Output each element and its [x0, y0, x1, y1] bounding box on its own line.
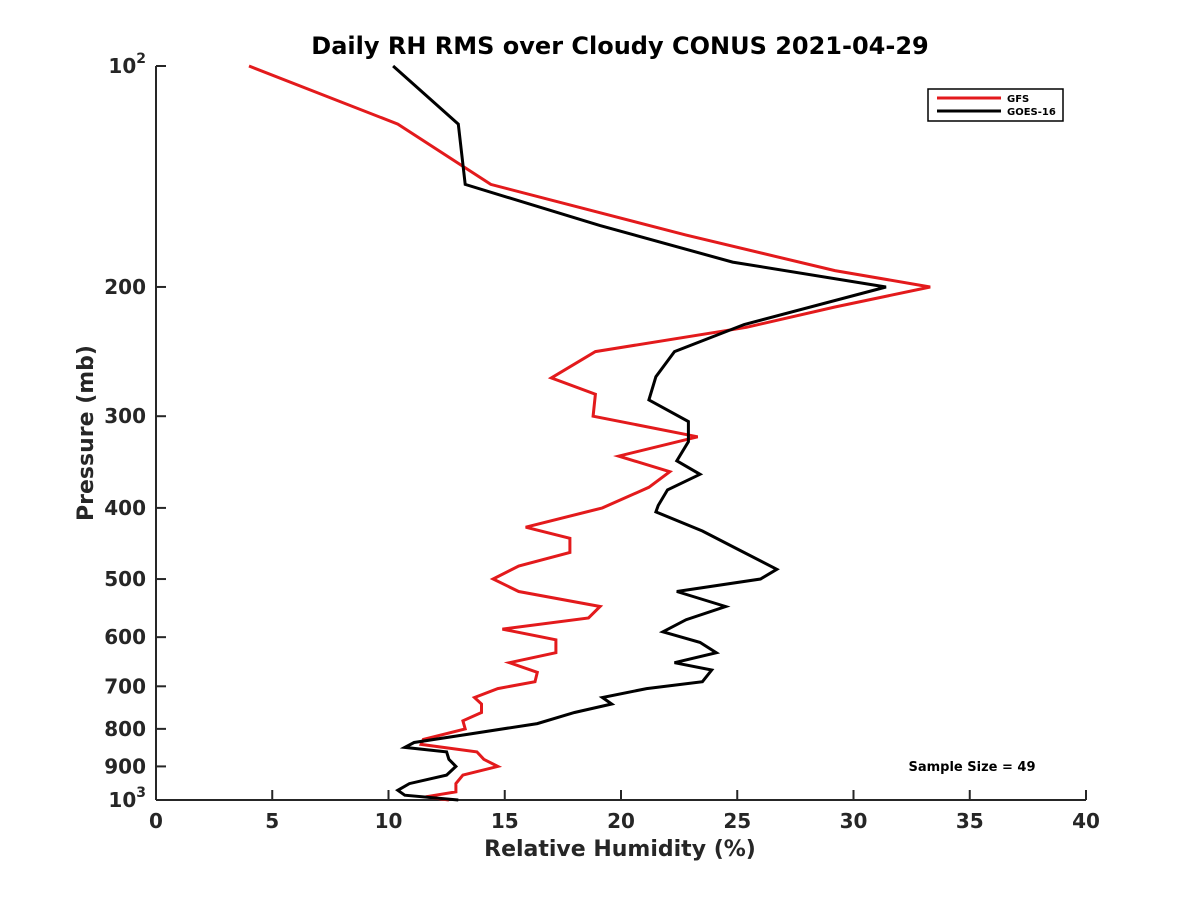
x-tick-label: 20: [607, 809, 635, 833]
legend: GFS GOES-16: [927, 88, 1064, 122]
x-tick-label: 40: [1072, 809, 1100, 833]
y-tick-label: 500: [104, 567, 146, 591]
legend-label: GOES-16: [1007, 107, 1056, 118]
x-tick-label: 15: [491, 809, 519, 833]
y-tick-label: 102: [108, 51, 146, 78]
chart-title: Daily RH RMS over Cloudy CONUS 2021-04-2…: [311, 32, 928, 60]
y-tick-label: 400: [104, 496, 146, 520]
x-tick-label: 10: [375, 809, 403, 833]
y-tick-label: 103: [108, 785, 146, 812]
plot-area: [155, 66, 1086, 801]
legend-box: [927, 88, 1064, 122]
series-layer: [248, 64, 931, 802]
legend-label: GFS: [1007, 94, 1029, 105]
y-axis-label: Pressure (mb): [74, 345, 99, 521]
sample-size-annotation: Sample Size = 49: [908, 760, 1035, 775]
x-tick-label: 35: [956, 809, 984, 833]
y-tick-label: 700: [104, 674, 146, 698]
series-line-goes-16: [392, 64, 887, 802]
x-axis-label: Relative Humidity (%): [484, 837, 756, 862]
y-tick-label: 600: [104, 625, 146, 649]
y-axis: 102 200 300 400 500 600 700 800 900 103: [104, 51, 166, 812]
series-line-gfs: [248, 64, 931, 802]
x-tick-label: 5: [265, 809, 279, 833]
x-tick-label: 25: [723, 809, 751, 833]
y-tick-label: 900: [104, 754, 146, 778]
y-tick-label: 200: [104, 275, 146, 299]
y-tick-label: 300: [104, 404, 146, 428]
x-axis: 0 5 10 15 20 25 30 35 40: [149, 790, 1100, 833]
y-tick-label: 800: [104, 717, 146, 741]
x-tick-label: 0: [149, 809, 163, 833]
x-tick-label: 30: [840, 809, 868, 833]
